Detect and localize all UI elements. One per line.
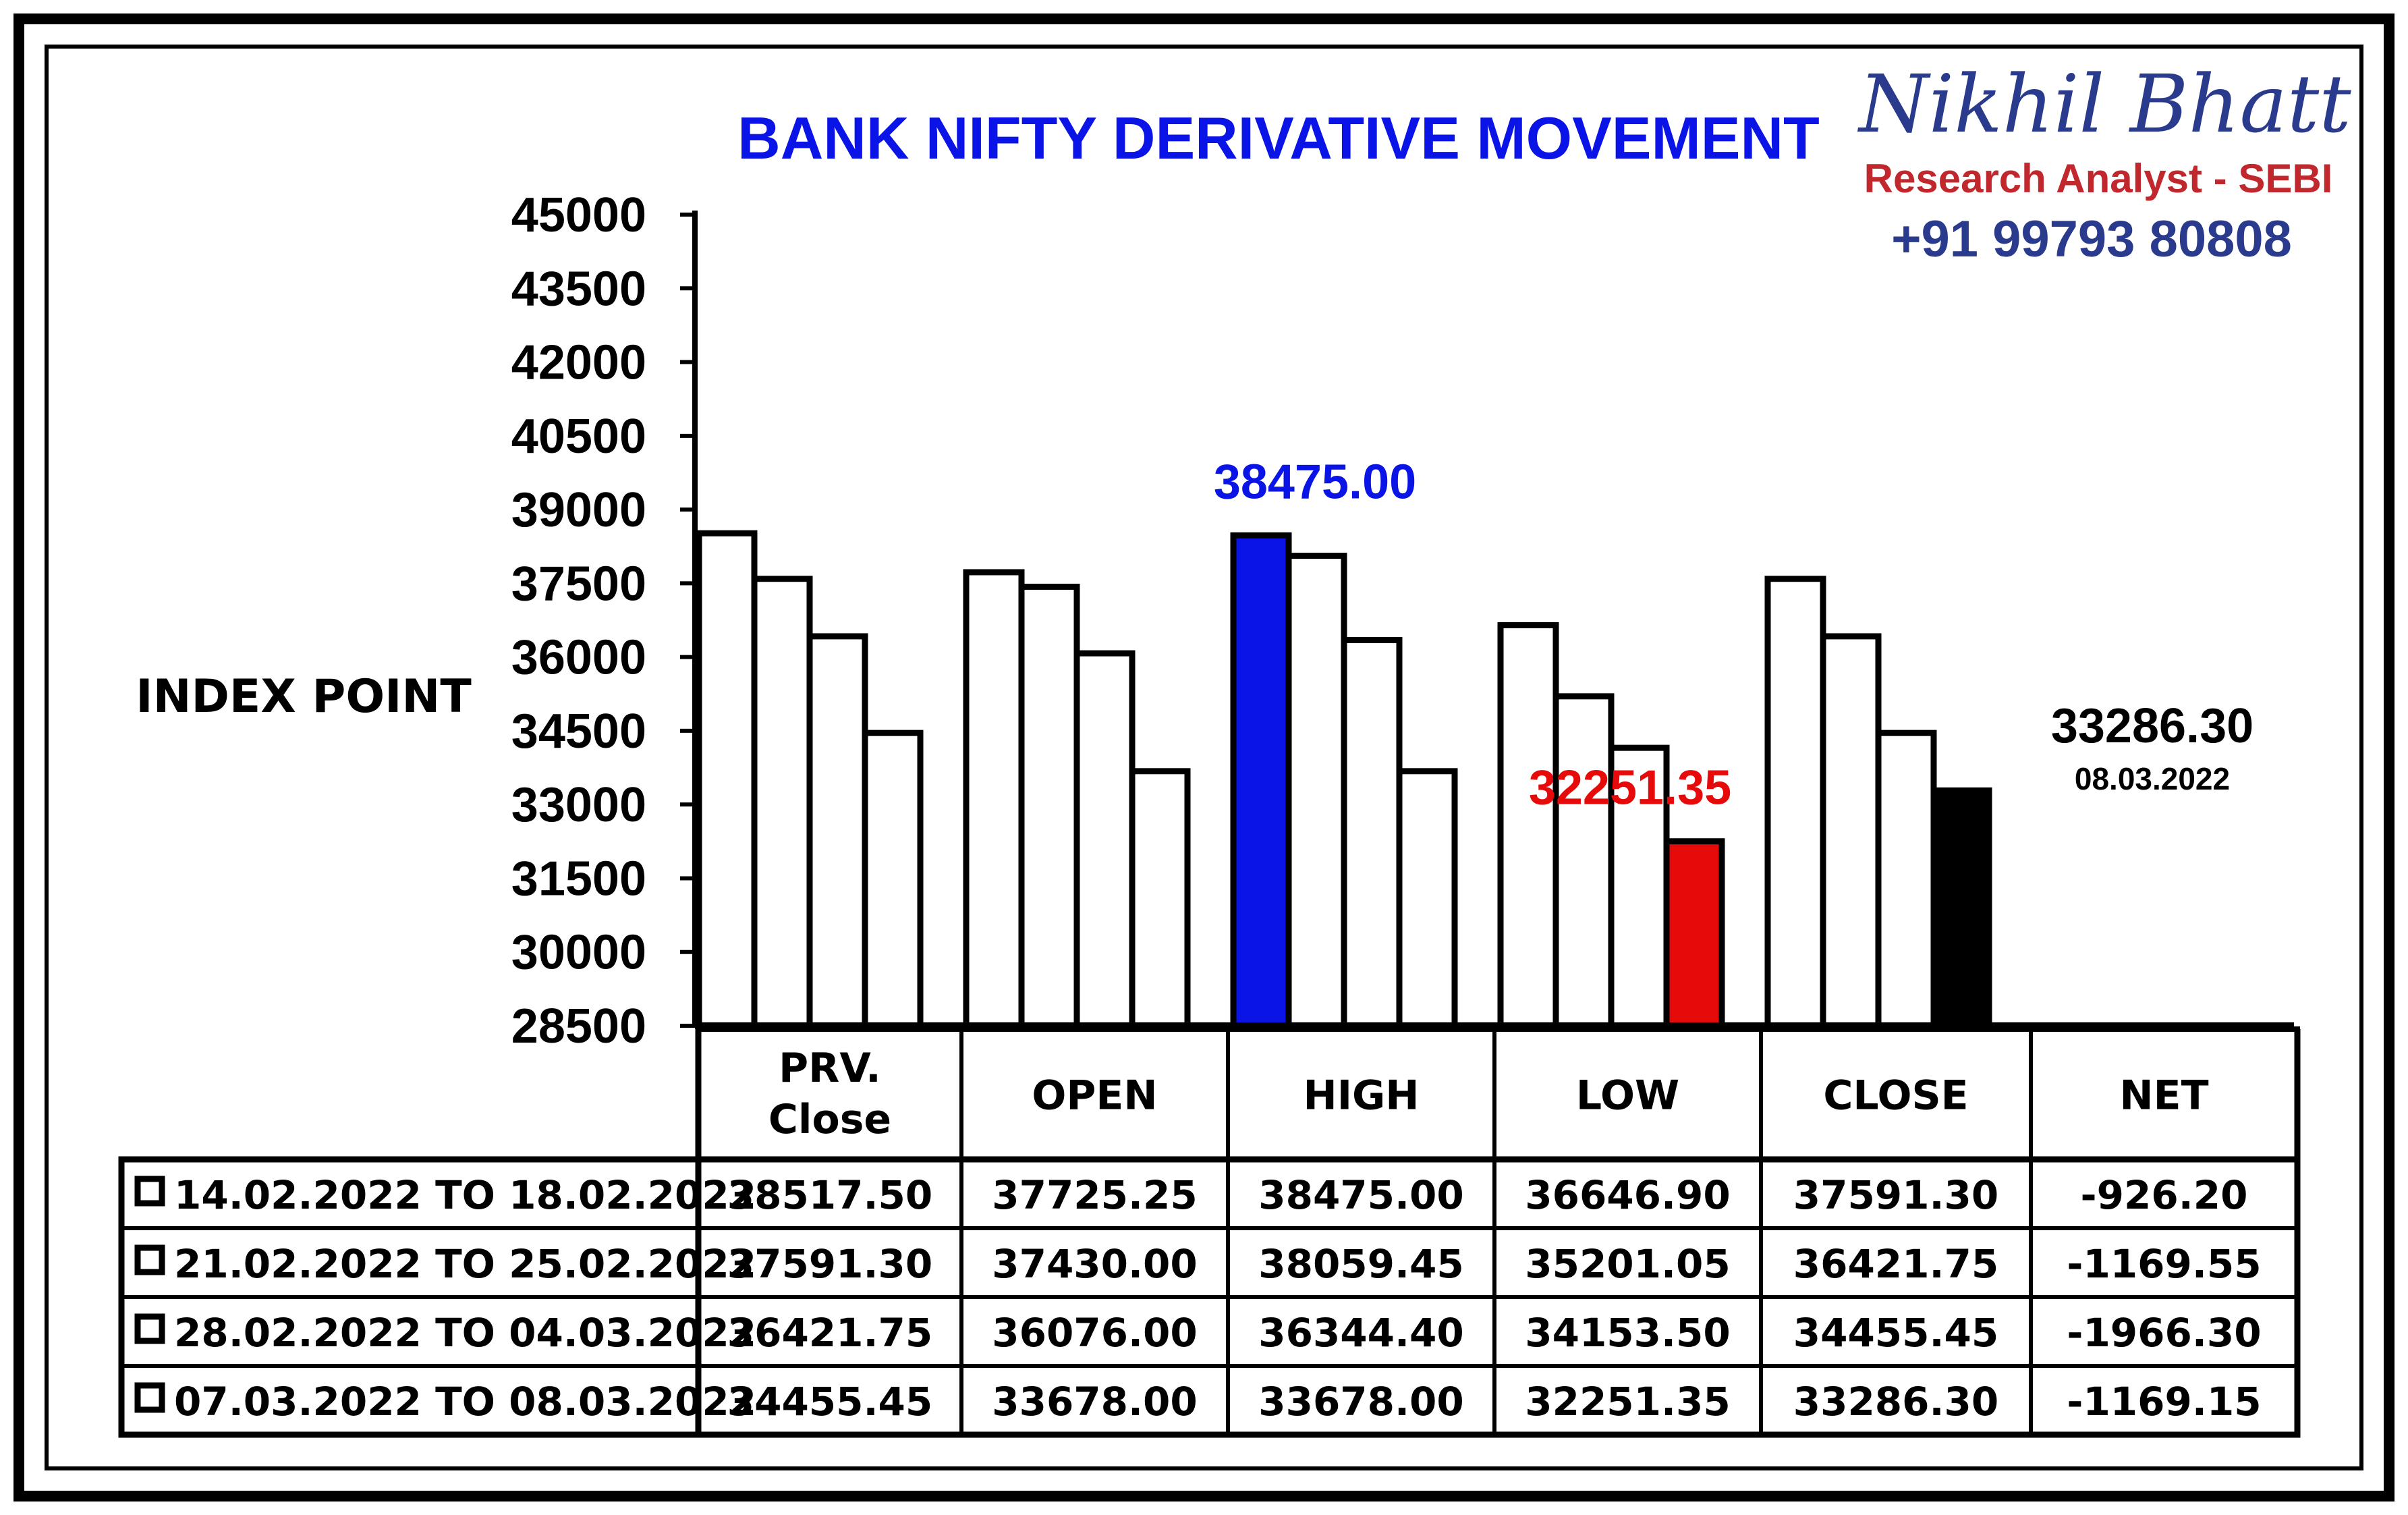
table-header-cell: HIGH [1303, 1072, 1419, 1120]
annotation-value: 38475.00 [1214, 455, 1416, 509]
bar-3-2 [1608, 744, 1670, 1029]
table-cell: 33286.30 [1793, 1379, 1999, 1425]
table-cell: -1966.30 [2067, 1310, 2261, 1356]
bar-2-0 [1230, 532, 1292, 1029]
table-cell: 36344.40 [1258, 1310, 1464, 1356]
table-cell: 34153.50 [1525, 1310, 1731, 1356]
table-header-cell: PRV. Close [768, 1045, 891, 1143]
table-cell: 37591.30 [727, 1241, 933, 1287]
y-tick-label: 36000 [511, 631, 646, 685]
bar-4-3 [1930, 787, 1992, 1029]
bar-1-2 [1073, 650, 1136, 1029]
brand-name: Nikhil Bhatt [1857, 57, 2351, 150]
y-tick-label: 40500 [511, 410, 646, 464]
bar-2-3 [1396, 768, 1458, 1029]
bar-0-2 [806, 633, 868, 1029]
table-cell: 38475.00 [1258, 1172, 1464, 1218]
table-header-cell: NET [2119, 1072, 2208, 1120]
bar-0-1 [751, 576, 813, 1029]
table-cell: 38059.45 [1258, 1241, 1464, 1287]
bar-1-0 [963, 569, 1025, 1029]
table-cell: -1169.55 [2067, 1241, 2261, 1287]
annotation-value: 32251.35 [1529, 761, 1731, 815]
inner-frame [45, 45, 2363, 1470]
series-label: 07.03.2022 TO 08.03.2022 [174, 1379, 756, 1425]
bar-2-1 [1285, 553, 1347, 1029]
bar-4-2 [1875, 729, 1937, 1029]
brand-role: Research Analyst - SEBI [1864, 156, 2333, 201]
y-axis-label: INDEX POINT [136, 670, 472, 723]
table-cell: 36076.00 [992, 1310, 1198, 1356]
table-cell: 36646.90 [1525, 1172, 1731, 1218]
table-cell: 35201.05 [1525, 1241, 1731, 1287]
y-tick-label: 45000 [511, 188, 646, 242]
annotation-date: 08.03.2022 [2075, 761, 2230, 796]
brand-phone: +91 99793 80808 [1891, 211, 2292, 268]
series-label: 28.02.2022 TO 04.03.2022 [174, 1310, 756, 1356]
table-cell: 37430.00 [992, 1241, 1198, 1287]
y-tick-label: 37500 [511, 557, 646, 611]
bar-3-0 [1497, 622, 1559, 1029]
table-cell: -1169.15 [2067, 1379, 2261, 1425]
y-tick-label: 42000 [511, 336, 646, 390]
table-cell: 36421.75 [727, 1310, 933, 1356]
table-header-cell: LOW [1576, 1072, 1679, 1120]
y-tick-label: 34500 [511, 705, 646, 759]
y-tick-label: 30000 [511, 926, 646, 980]
y-tick-label: 33000 [511, 778, 646, 832]
bar-0-0 [696, 530, 758, 1029]
legend-key-icon [134, 1382, 165, 1413]
y-axis-ticks: 45000 43500 42000 40500 39000 37500 36000 34500… [511, 188, 698, 1053]
table-cell: 33678.00 [992, 1379, 1198, 1425]
y-tick-label: 39000 [511, 483, 646, 537]
bar-3-3 [1663, 838, 1725, 1029]
table-header-cell: CLOSE [1823, 1072, 1968, 1120]
table-cell: 34455.45 [1793, 1310, 1999, 1356]
bars [695, 530, 2294, 1029]
table-cell: 33678.00 [1258, 1379, 1464, 1425]
y-tick-label: 31500 [511, 852, 646, 906]
table-cell: 34455.45 [727, 1379, 933, 1425]
y-tick-label: 43500 [511, 262, 646, 316]
series-label: 21.02.2022 TO 25.02.2022 [174, 1241, 756, 1287]
chart-title: BANK NIFTY DERIVATIVE MOVEMENT [737, 105, 1820, 171]
bar-4-1 [1820, 633, 1882, 1029]
table-cell: 38517.50 [727, 1172, 933, 1218]
bar-2-2 [1341, 637, 1403, 1029]
y-tick-label: 28500 [511, 999, 646, 1053]
table-cell: 32251.35 [1525, 1379, 1731, 1425]
annotation-value: 33286.30 [2051, 699, 2253, 753]
table-cell: 36421.75 [1793, 1241, 1999, 1287]
branding: Nikhil Bhatt Research Analyst - SEBI +91… [1857, 57, 2351, 268]
data-table: PRV. Close OPEN HIGH LOW CLOSE NET 14.02.2022 T… [118, 1026, 2301, 1438]
series-label: 14.02.2022 TO 18.02.2022 [174, 1172, 756, 1218]
table-cell: 37591.30 [1793, 1172, 1999, 1218]
outer-frame [13, 13, 2395, 1502]
table-header-cell: OPEN [1032, 1072, 1157, 1120]
table-cell: 37725.25 [992, 1172, 1198, 1218]
legend-key-icon [134, 1176, 165, 1207]
bar-0-3 [862, 729, 924, 1029]
legend-key-icon [134, 1313, 165, 1344]
bar-3-1 [1552, 693, 1615, 1029]
bar-1-1 [1018, 583, 1080, 1029]
bar-4-0 [1764, 576, 1826, 1029]
table-cell: -926.20 [2081, 1172, 2248, 1218]
legend-key-icon [134, 1244, 165, 1275]
bar-1-3 [1129, 768, 1191, 1029]
table-header-box [696, 1026, 2300, 1162]
bar-annotations: 38475.00 32251.35 33286.30 08.03.2022 [1214, 455, 2253, 815]
